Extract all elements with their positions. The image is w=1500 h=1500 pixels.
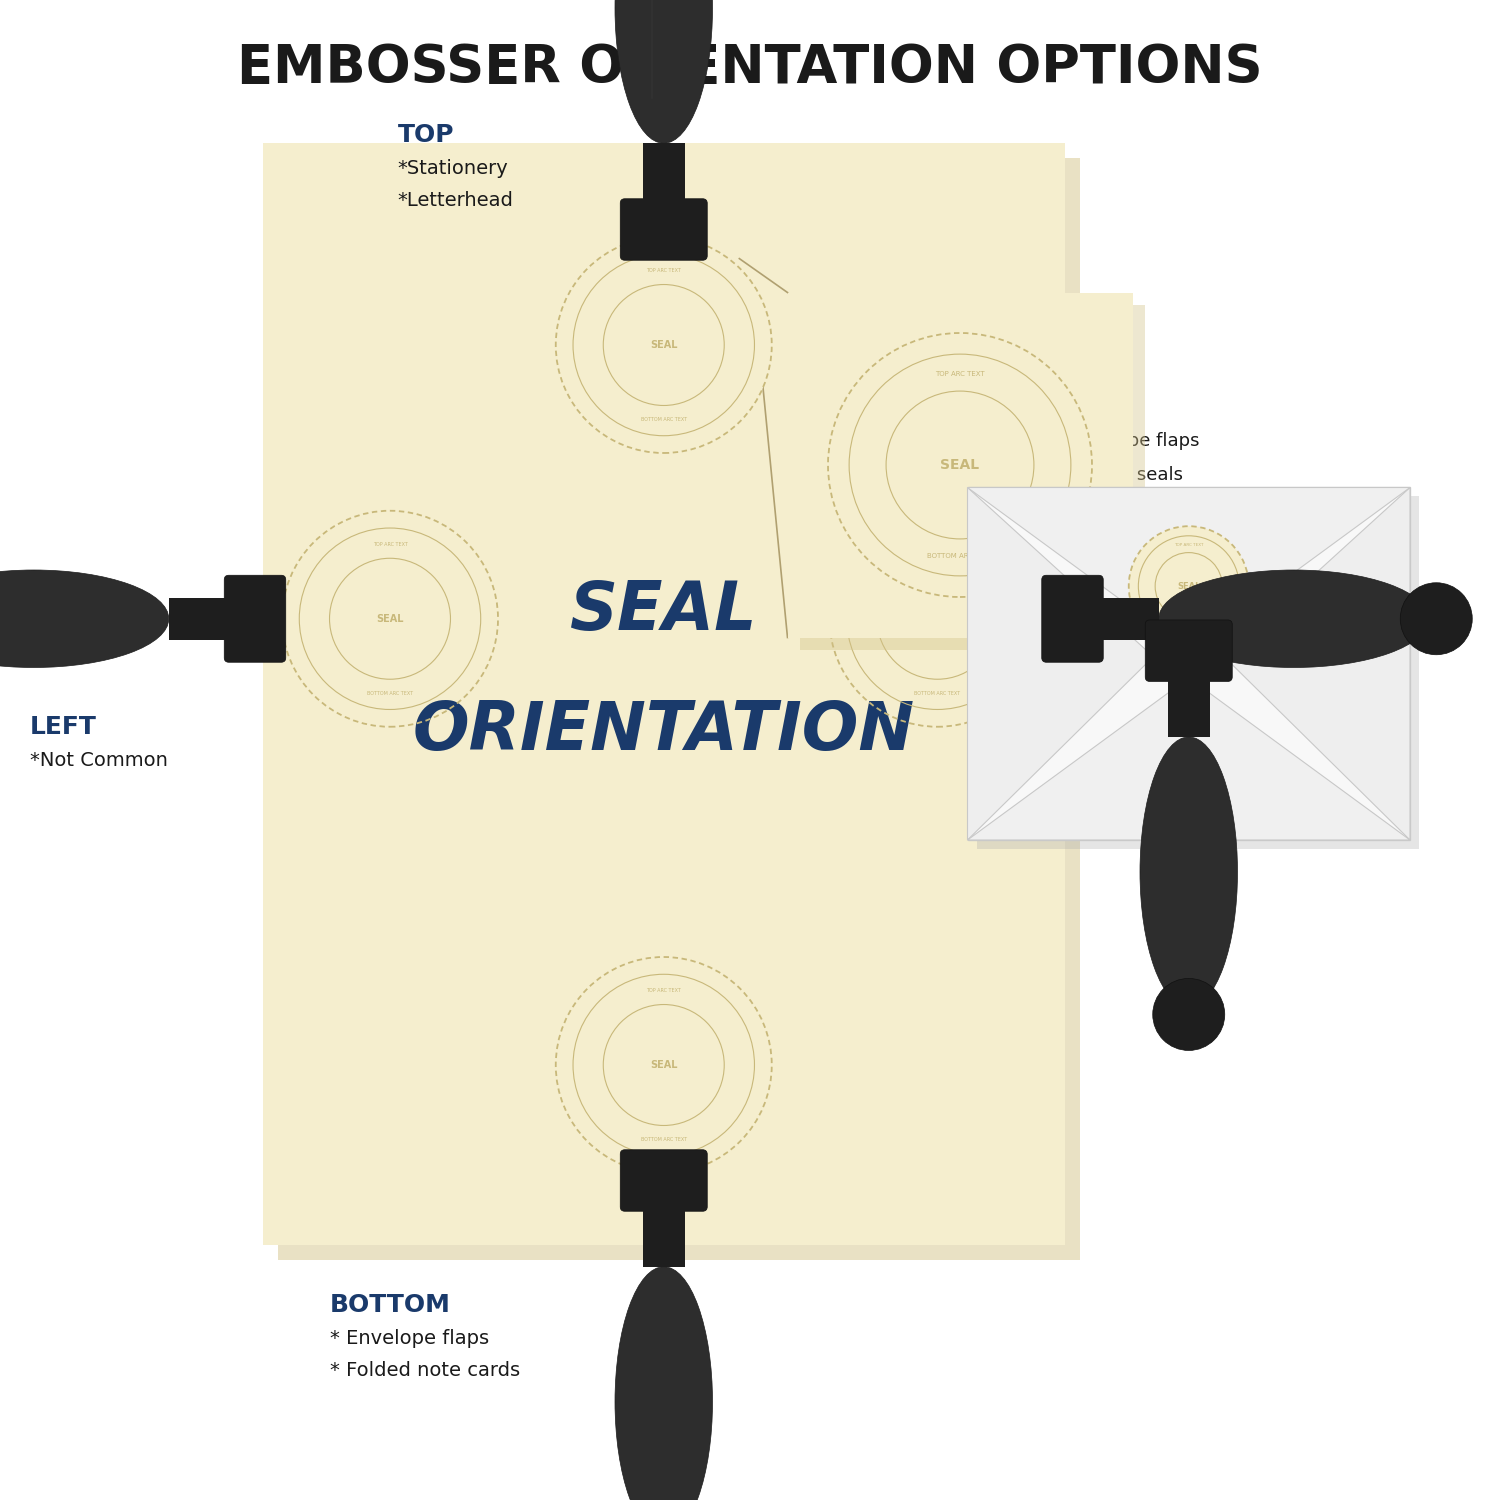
Circle shape: [555, 957, 771, 1173]
Text: TOP ARC TEXT: TOP ARC TEXT: [646, 268, 681, 273]
Text: BOTTOM ARC TEXT: BOTTOM ARC TEXT: [368, 692, 413, 696]
FancyBboxPatch shape: [642, 144, 684, 211]
Text: BOTTOM ARC TEXT: BOTTOM ARC TEXT: [1170, 626, 1208, 630]
FancyBboxPatch shape: [1146, 620, 1232, 681]
Circle shape: [282, 510, 498, 728]
Ellipse shape: [1140, 736, 1238, 1006]
Polygon shape: [968, 488, 1410, 650]
Text: SEAL: SEAL: [570, 579, 758, 645]
Polygon shape: [968, 488, 1154, 840]
FancyBboxPatch shape: [224, 574, 285, 663]
Polygon shape: [968, 678, 1410, 840]
Polygon shape: [1224, 488, 1410, 840]
FancyBboxPatch shape: [262, 142, 1065, 1245]
Text: TOP ARC TEXT: TOP ARC TEXT: [646, 988, 681, 993]
Text: RIGHT: RIGHT: [1080, 640, 1167, 664]
Ellipse shape: [0, 570, 168, 668]
Text: SEAL: SEAL: [650, 1060, 678, 1070]
FancyBboxPatch shape: [976, 496, 1419, 849]
Ellipse shape: [615, 1266, 712, 1500]
Text: * Folded note cards: * Folded note cards: [330, 1362, 520, 1380]
Text: BOTTOM ARC TEXT: BOTTOM ARC TEXT: [640, 417, 687, 422]
FancyBboxPatch shape: [278, 158, 1080, 1260]
Text: TOP: TOP: [398, 123, 454, 147]
Text: EMBOSSER ORIENTATION OPTIONS: EMBOSSER ORIENTATION OPTIONS: [237, 42, 1263, 93]
Text: ORIENTATION: ORIENTATION: [413, 699, 915, 765]
Text: or bottom of page seals: or bottom of page seals: [968, 466, 1182, 484]
FancyBboxPatch shape: [788, 292, 1132, 638]
FancyBboxPatch shape: [1090, 597, 1158, 639]
Text: BOTTOM: BOTTOM: [330, 1293, 452, 1317]
Text: BOTTOM: BOTTOM: [968, 393, 1089, 417]
Ellipse shape: [615, 0, 712, 144]
Text: BOTTOM ARC TEXT: BOTTOM ARC TEXT: [915, 692, 960, 696]
Circle shape: [828, 333, 1092, 597]
Text: SEAL: SEAL: [924, 614, 951, 624]
Text: *Letterhead: *Letterhead: [398, 192, 513, 210]
Circle shape: [1128, 526, 1248, 646]
Text: SEAL: SEAL: [1178, 582, 1200, 591]
FancyBboxPatch shape: [168, 597, 236, 639]
Text: TOP ARC TEXT: TOP ARC TEXT: [934, 370, 986, 376]
Ellipse shape: [1158, 570, 1428, 668]
Text: LEFT: LEFT: [30, 716, 98, 740]
Text: *Not Common: *Not Common: [30, 752, 168, 770]
FancyBboxPatch shape: [800, 304, 1144, 650]
Circle shape: [830, 510, 1046, 728]
Circle shape: [555, 237, 771, 453]
Circle shape: [1400, 584, 1472, 654]
Text: BOTTOM ARC TEXT: BOTTOM ARC TEXT: [640, 1137, 687, 1142]
Text: SEAL: SEAL: [376, 614, 404, 624]
Text: TOP ARC TEXT: TOP ARC TEXT: [920, 542, 956, 546]
Text: *Stationery: *Stationery: [398, 159, 508, 177]
FancyBboxPatch shape: [1167, 669, 1209, 736]
Text: * Envelope flaps: * Envelope flaps: [330, 1329, 489, 1347]
FancyBboxPatch shape: [621, 1149, 708, 1212]
Text: Perfect for envelope flaps: Perfect for envelope flaps: [968, 432, 1198, 450]
Text: SEAL: SEAL: [940, 458, 980, 472]
FancyBboxPatch shape: [968, 488, 1410, 840]
FancyBboxPatch shape: [621, 200, 708, 261]
Circle shape: [1152, 978, 1224, 1050]
Text: * Book page: * Book page: [1080, 676, 1200, 694]
FancyBboxPatch shape: [1041, 574, 1102, 663]
Text: TOP ARC TEXT: TOP ARC TEXT: [372, 542, 408, 546]
Text: TOP ARC TEXT: TOP ARC TEXT: [1174, 543, 1203, 548]
Text: BOTTOM ARC TEXT: BOTTOM ARC TEXT: [927, 554, 993, 560]
FancyBboxPatch shape: [642, 1200, 684, 1266]
Text: SEAL: SEAL: [650, 340, 678, 350]
